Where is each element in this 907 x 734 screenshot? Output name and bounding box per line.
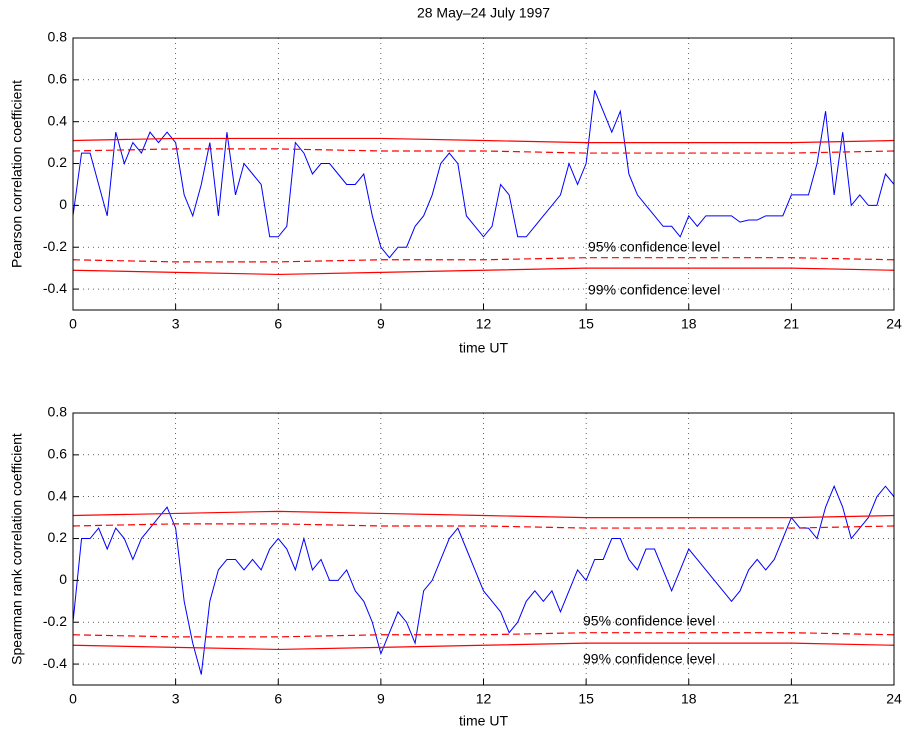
x-axis-label: time UT	[459, 713, 508, 729]
series-line	[73, 267, 894, 276]
y-tick-label: 0.6	[48, 71, 68, 87]
series-line	[73, 523, 894, 529]
annotation: 95% confidence level	[583, 613, 715, 629]
chart-title: 28 May–24 July 1997	[417, 5, 550, 21]
x-tick-label: 3	[172, 316, 180, 332]
plot-area	[73, 484, 894, 675]
x-tick-label: 21	[784, 691, 800, 707]
y-tick-label: -0.4	[43, 280, 67, 296]
axes-frame	[72, 37, 895, 311]
x-tick-label: 3	[172, 691, 180, 707]
plot-area	[73, 90, 894, 276]
series-line	[73, 148, 894, 154]
annotation: 99% confidence level	[583, 651, 715, 667]
x-tick-label: 12	[476, 316, 492, 332]
series-line	[73, 642, 894, 651]
x-tick-label: 24	[886, 316, 902, 332]
x-tick-label: 12	[476, 691, 492, 707]
x-axis-label: time UT	[459, 340, 508, 356]
series-line	[73, 90, 894, 259]
x-tick-label: 24	[886, 691, 902, 707]
y-tick-label: -0.4	[43, 655, 67, 671]
y-tick-label: 0	[59, 571, 67, 587]
x-tick-label: 9	[377, 691, 385, 707]
y-tick-label: 0.8	[48, 29, 68, 45]
annotation: 99% confidence level	[588, 282, 720, 298]
y-tick-label: -0.2	[43, 613, 67, 629]
y-tick-label: 0.2	[48, 529, 68, 545]
x-tick-label: 6	[274, 691, 282, 707]
y-tick-label: 0.8	[48, 404, 68, 420]
x-tick-label: 15	[578, 691, 594, 707]
series-line	[73, 257, 894, 263]
y-axis-label: Spearman rank correlation coefficient	[9, 433, 25, 665]
x-tick-label: 21	[784, 316, 800, 332]
y-tick-label: 0.4	[48, 487, 68, 503]
y-tick-label: 0.6	[48, 446, 68, 462]
y-tick-label: 0.4	[48, 112, 68, 128]
annotation: 95% confidence level	[588, 239, 720, 255]
y-tick-label: 0.2	[48, 154, 68, 170]
y-tick-label: 0	[59, 196, 67, 212]
axes-frame	[72, 412, 895, 686]
x-tick-label: 18	[681, 316, 697, 332]
series-line	[73, 484, 894, 675]
x-tick-label: 6	[274, 316, 282, 332]
y-tick-label: -0.2	[43, 238, 67, 254]
x-tick-label: 9	[377, 316, 385, 332]
x-tick-label: 15	[578, 316, 594, 332]
series-line	[73, 137, 894, 144]
series-line	[73, 510, 894, 519]
y-axis-label: Pearson correlation coefficient	[9, 80, 25, 268]
x-tick-label: 18	[681, 691, 697, 707]
series-line	[73, 632, 894, 638]
x-tick-label: 0	[69, 691, 77, 707]
x-tick-label: 0	[69, 316, 77, 332]
